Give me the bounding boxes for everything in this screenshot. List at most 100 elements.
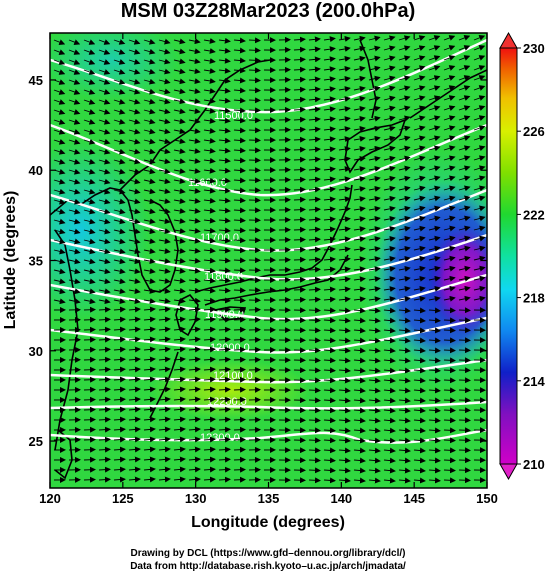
wind-arrow [158,248,171,254]
wind-arrow [443,337,456,344]
wind-arrow [383,307,396,314]
wind-arrow [143,288,156,294]
wind-arrow [143,108,156,115]
wind-arrow [98,158,111,165]
wind-arrow [353,337,366,344]
x-axis-title: Longitude (degrees) [191,514,345,531]
wind-arrow [353,55,366,62]
wind-arrow [98,148,111,155]
wind-arrow [308,136,321,143]
wind-arrow [143,298,156,304]
wind-arrow [473,195,486,202]
wind-arrow [443,245,456,252]
wind-arrow [308,467,321,474]
wind-arrow [218,476,231,483]
wind-arrow [293,156,306,163]
wind-arrow [203,306,216,313]
wind-arrow [383,477,396,484]
wind-arrow [173,476,186,483]
wind-arrow [218,77,231,84]
wind-arrow [83,109,96,115]
wind-arrow [188,187,201,194]
wind-arrow [53,99,66,105]
wind-arrow [98,336,111,343]
wind-arrow [413,467,426,474]
wind-arrow [473,95,486,101]
wind-arrow [383,225,396,232]
wind-arrow [398,255,411,262]
wind-arrow [398,327,411,334]
colorbar-tick-label: 214 [523,374,545,389]
wind-arrow [68,138,81,145]
wind-arrow [188,306,201,313]
wind-arrow [323,256,336,263]
wind-arrow [173,138,186,145]
wind-arrow [443,95,456,101]
wind-arrow [338,226,351,233]
wind-arrow [203,446,216,453]
wind-arrow [413,245,426,252]
wind-arrow [233,87,246,94]
wind-arrow [173,247,186,254]
wind-arrow [338,427,351,434]
wind-arrow [323,136,336,143]
wind-arrow [458,255,471,262]
wind-arrow [398,447,411,454]
wind-arrow [143,336,156,343]
wind-arrow [113,316,126,323]
wind-arrow [398,165,411,172]
wind-arrow [233,267,246,274]
wind-arrow [203,376,216,383]
wind-arrow [413,337,426,344]
wind-arrow [323,387,336,394]
wind-arrow [428,457,441,464]
y-axis-title: Latitude (degrees) [2,191,19,330]
wind-arrow [203,48,216,54]
wind-arrow [383,75,396,82]
wind-arrow [83,258,96,265]
wind-arrow [398,337,411,344]
wind-arrow [113,416,126,423]
wind-arrow [68,198,81,205]
wind-arrow [98,238,111,245]
wind-arrow [203,356,216,363]
wind-arrow [338,387,351,394]
wind-arrow [353,216,366,223]
wind-arrow [98,59,111,65]
wind-arrow [68,238,81,245]
wind-arrow [173,466,186,473]
wind-arrow [113,376,126,383]
wind-arrow [188,58,201,65]
wind-arrow [323,226,336,233]
wind-arrow [308,46,321,53]
wind-arrow [398,417,411,424]
wind-arrow [188,217,201,224]
wind-arrow [143,356,156,363]
wind-arrow [218,466,231,473]
wind-arrow [353,307,366,314]
wind-arrow [188,297,201,304]
wind-arrow [158,356,171,363]
wind-arrow [368,457,381,464]
wind-arrow [353,105,366,112]
wind-arrow [338,347,351,354]
wind-arrow [143,228,156,235]
contour-label: 11700.0 [200,232,239,244]
wind-arrow [293,186,306,193]
wind-arrow [143,138,156,145]
wind-arrow [218,376,231,383]
wind-arrow [218,386,231,393]
wind-arrow [383,215,396,222]
wind-arrow [128,128,141,135]
wind-arrow [218,217,231,224]
wind-arrow [113,208,126,215]
wind-arrow [443,347,456,354]
wind-arrow [248,87,261,94]
wind-arrow [158,68,171,75]
wind-arrow [98,396,111,403]
wind-arrow [308,397,321,404]
wind-arrow [308,76,321,83]
wind-arrow [233,247,246,254]
wind-arrow [398,286,411,292]
wind-arrow [383,447,396,454]
